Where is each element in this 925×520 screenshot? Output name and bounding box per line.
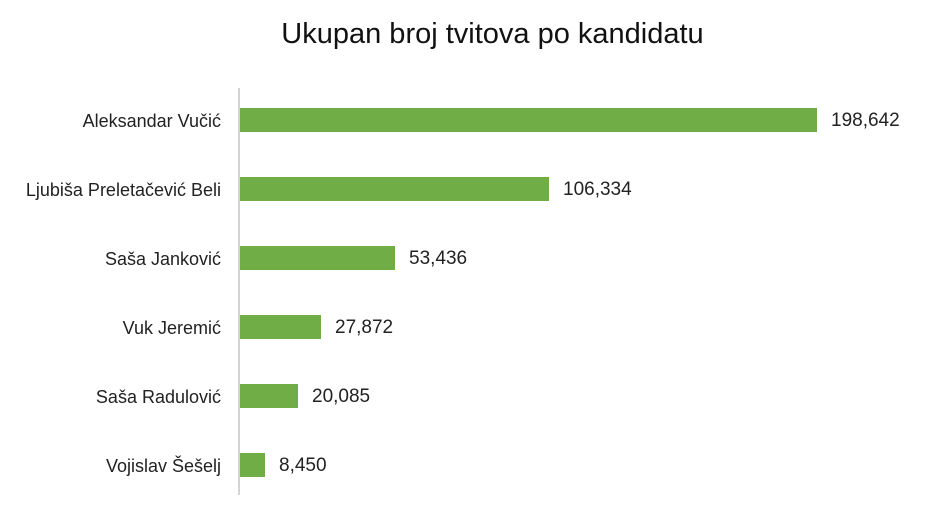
data-bar bbox=[240, 315, 321, 339]
category-label: Vojislav Šešelj bbox=[105, 456, 221, 476]
bar-row: Saša Radulović 20,085 bbox=[0, 384, 925, 410]
value-label: 8,450 bbox=[279, 455, 327, 476]
value-label: 27,872 bbox=[335, 317, 394, 338]
category-label: Vuk Jeremić bbox=[122, 318, 221, 338]
category-label: Aleksandar Vučić bbox=[82, 111, 221, 131]
chart-title: Ukupan broj tvitova po kandidatu bbox=[281, 18, 704, 50]
bar-row: Vojislav Šešelj 8,450 bbox=[0, 453, 925, 479]
category-label: Saša Radulović bbox=[95, 387, 221, 407]
value-label: 20,085 bbox=[312, 386, 371, 407]
data-bar bbox=[240, 453, 265, 477]
category-label: Ljubiša Preletačević Beli bbox=[25, 180, 221, 200]
bar-row: Vuk Jeremić 27,872 bbox=[0, 315, 925, 341]
data-bar bbox=[240, 108, 817, 132]
value-label: 106,334 bbox=[563, 179, 632, 200]
value-label: 53,436 bbox=[409, 248, 468, 269]
value-label: 198,642 bbox=[831, 110, 900, 131]
category-label: Saša Janković bbox=[104, 249, 221, 269]
data-bar bbox=[240, 384, 298, 408]
data-bar bbox=[240, 246, 395, 270]
data-bar bbox=[240, 177, 549, 201]
category-axis-line bbox=[238, 88, 240, 495]
bar-row: Saša Janković 53,436 bbox=[0, 246, 925, 272]
bar-row: Aleksandar Vučić 198,642 bbox=[0, 108, 925, 134]
bar-row: Ljubiša Preletačević Beli 106,334 bbox=[0, 177, 925, 203]
